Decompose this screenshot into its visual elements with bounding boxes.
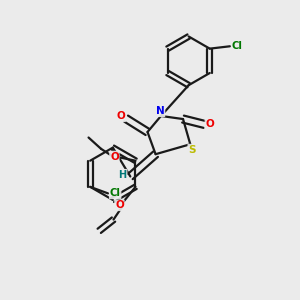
Text: H: H [118,170,127,180]
Text: S: S [188,145,196,154]
Text: O: O [206,119,214,129]
Text: O: O [115,200,124,210]
Text: Cl: Cl [110,188,121,198]
Text: O: O [116,111,125,121]
Text: N: N [156,106,164,116]
Text: Cl: Cl [232,41,242,51]
Text: O: O [110,152,119,161]
